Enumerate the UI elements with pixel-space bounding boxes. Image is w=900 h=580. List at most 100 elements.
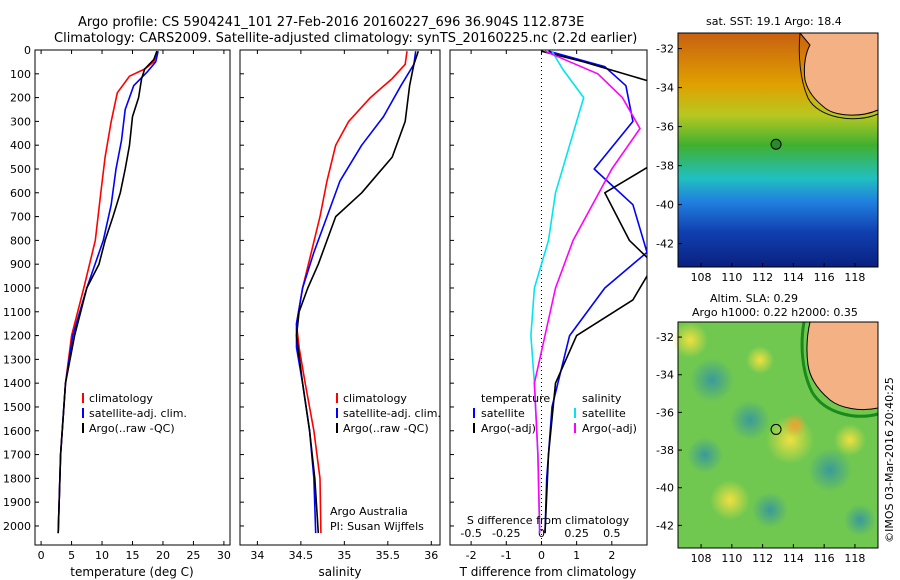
x-tick-label: -2 [466, 549, 477, 562]
legend-sat-label: satellite-adj. clim. [343, 407, 441, 420]
y-tick-label: 0 [24, 44, 31, 57]
sla-blobs [672, 322, 876, 536]
salinity-legend: climatology satellite-adj. clim. Argo(..… [336, 392, 441, 435]
s-tick-label: 0.5 [603, 527, 621, 540]
argo-position-marker [770, 423, 782, 435]
y-tick-label: 500 [10, 163, 31, 176]
salinity-lines [295, 50, 420, 534]
series-line-climatology [295, 51, 408, 534]
x-tick-label: 10 [95, 549, 109, 562]
lon-tick-label: 116 [814, 271, 835, 284]
series-line-s-argo-adj- [533, 50, 641, 534]
y-tick-label: 1300 [3, 353, 31, 366]
x-tick-label: 35 [337, 549, 351, 562]
x-tick-label: 36 [424, 549, 438, 562]
lon-tick-label: 110 [721, 271, 742, 284]
lon-tick-label: 114 [783, 552, 804, 565]
temperature-lines [57, 50, 159, 534]
y-tick-label: 2000 [3, 520, 31, 533]
y-tick-label: 1500 [3, 401, 31, 414]
difference-legend: temperature satellite Argo(-adj) salinit… [473, 392, 637, 435]
sla-map-subtitle: Argo h1000: 0.22 h2000: 0.35 [692, 306, 858, 319]
sla-map-panel: Altim. SLA: 0.29 Argo h1000: 0.22 h2000:… [656, 292, 879, 565]
y-tick-label: 800 [10, 234, 31, 247]
lon-tick-label: 118 [844, 271, 865, 284]
y-tick-label: 1900 [3, 496, 31, 509]
difference-lines [530, 50, 647, 534]
header-line1: Argo profile: CS 5904241_101 27-Feb-2016… [78, 15, 584, 30]
y-tick-label: 600 [10, 187, 31, 200]
legend-salinity-title: salinity [582, 392, 622, 405]
lon-tick-label: 116 [814, 552, 835, 565]
x-tick-label: -1 [501, 549, 512, 562]
series-line-argo-raw-qc- [57, 50, 158, 534]
lon-tick-label: 114 [783, 271, 804, 284]
s-tick-label: 0.25 [564, 527, 589, 540]
legend-clim-label: climatology [89, 392, 153, 405]
legend-t-argo-label: Argo(-adj) [481, 422, 536, 435]
sla-map-title: Altim. SLA: 0.29 [710, 292, 798, 305]
lat-tick-label: -38 [656, 160, 674, 173]
s-tick-label: 0 [538, 527, 545, 540]
lat-tick-label: -42 [656, 238, 674, 251]
lat-tick-label: -40 [656, 199, 674, 212]
sla-coast-contour [800, 321, 879, 418]
temperature-plot-frame [34, 49, 231, 546]
lon-tick-label: 118 [844, 552, 865, 565]
series-line-t-argo-adj- [541, 50, 647, 534]
lat-tick-label: -32 [656, 331, 674, 344]
x-tick-label: 20 [156, 549, 170, 562]
y-tick-label: 400 [10, 139, 31, 152]
legend-argo-label: Argo(..raw -QC) [89, 422, 175, 435]
sst-map-frame [677, 32, 879, 268]
legend-argo-label: Argo(..raw -QC) [343, 422, 429, 435]
legend-sat-label: satellite-adj. clim. [89, 407, 187, 420]
y-tick-label: 900 [10, 258, 31, 271]
lat-tick-label: -42 [656, 519, 674, 532]
x-tick-label: 34.5 [289, 549, 314, 562]
salinity-xlabel: salinity [318, 565, 361, 579]
y-tick-label: 1100 [3, 306, 31, 319]
annotation-pi: PI: Susan Wijffels [330, 520, 424, 533]
legend-temperature-title: temperature [481, 392, 550, 405]
lat-tick-label: -34 [656, 82, 674, 95]
header-line2: Climatology: CARS2009. Satellite-adjuste… [54, 31, 637, 46]
s-difference-label: S difference from climatology [467, 514, 630, 527]
y-tick-label: 1000 [3, 282, 31, 295]
x-tick-label: 34 [250, 549, 264, 562]
series-line-argo-raw-qc- [295, 50, 420, 534]
y-tick-label: 1800 [3, 472, 31, 485]
y-tick-label: 100 [10, 68, 31, 81]
lat-tick-label: -34 [656, 369, 674, 382]
salinity-plot-frame [239, 49, 441, 546]
sst-map-title: sat. SST: 19.1 Argo: 18.4 [706, 15, 842, 28]
sst-map-panel: sat. SST: 19.1 Argo: 18.4 108 110 112 114 11… [656, 15, 879, 284]
sla-map-ticks: 108 110 112 114 116 118 -32 -34 -36 -38 -40 -42 [656, 331, 865, 565]
australia-land [806, 321, 879, 411]
y-tick-label: 1400 [3, 377, 31, 390]
argo-position-marker [770, 138, 782, 150]
temperature-ticks: 0 5 10 15 20 25 300100200300400500600700800900… [3, 44, 231, 562]
x-tick-label: 0 [538, 549, 545, 562]
lat-tick-label: -36 [656, 406, 674, 419]
lat-tick-label: -32 [656, 43, 674, 56]
lon-tick-label: 108 [691, 271, 712, 284]
y-tick-label: 1600 [3, 425, 31, 438]
lon-tick-label: 112 [752, 552, 773, 565]
legend-t-sat-label: satellite [481, 407, 525, 420]
x-tick-label: 2 [608, 549, 615, 562]
legend-clim-label: climatology [343, 392, 407, 405]
y-tick-label: 300 [10, 115, 31, 128]
temperature-legend: climatology satellite-adj. clim. Argo(..… [82, 392, 187, 435]
lon-tick-label: 108 [691, 552, 712, 565]
sla-map-frame [677, 321, 879, 549]
t-difference-xlabel: T difference from climatology [459, 565, 637, 579]
y-tick-label: 1700 [3, 449, 31, 462]
temperature-xlabel: temperature (deg C) [70, 565, 193, 579]
x-tick-label: 1 [573, 549, 580, 562]
s-tick-label: -0.5 [460, 527, 481, 540]
x-tick-label: 5 [68, 549, 75, 562]
copyright-label: ©IMOS 03-Mar-2016 20:40:25 [883, 377, 896, 543]
sst-map-ticks: 108 110 112 114 116 118 -32 -34 -36 -38 -40 -42 [656, 43, 865, 284]
